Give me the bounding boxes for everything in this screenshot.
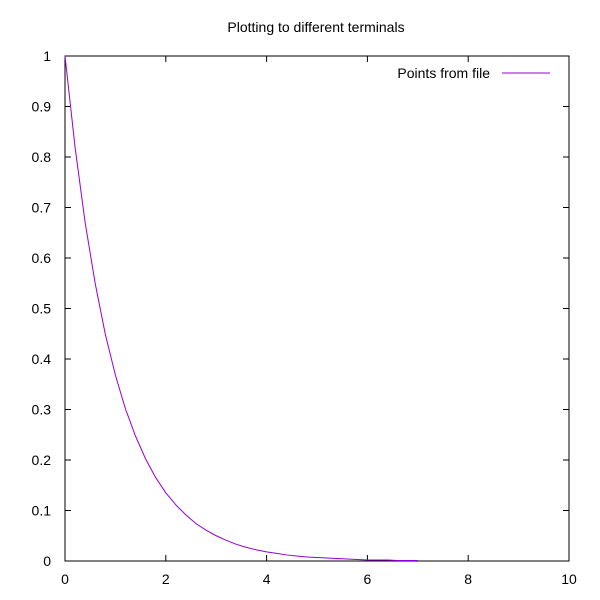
y-tick-label: 0.1 bbox=[32, 503, 52, 519]
y-tick-label: 0.2 bbox=[32, 452, 52, 468]
legend-label: Points from file bbox=[397, 65, 490, 81]
x-tick-label: 2 bbox=[162, 571, 170, 587]
ticks-layer: 0 2 4 6 8 10 0 0.1 0.2 0.3 0.4 0.5 0.6 0.7 0.8 0.9 1 bbox=[32, 48, 577, 587]
x-tick-label: 4 bbox=[263, 571, 271, 587]
x-tick-label: 10 bbox=[561, 571, 577, 587]
plot-frame bbox=[64, 55, 570, 562]
x-tick-label: 6 bbox=[364, 571, 372, 587]
y-tick-label: 0.4 bbox=[32, 351, 52, 367]
y-tick-label: 0.3 bbox=[32, 402, 52, 418]
series-line bbox=[64, 55, 418, 561]
y-tick-label: 0.6 bbox=[32, 250, 52, 266]
y-tick-label: 1 bbox=[43, 48, 51, 64]
legend: Points from file bbox=[397, 65, 550, 81]
x-tick-label: 8 bbox=[464, 571, 472, 587]
x-tick-label: 0 bbox=[61, 571, 69, 587]
y-tick-label: 0.5 bbox=[32, 301, 52, 317]
y-tick-label: 0 bbox=[43, 553, 51, 569]
y-tick-label: 0.8 bbox=[32, 149, 52, 165]
chart-title: Plotting to different terminals bbox=[227, 19, 404, 35]
y-tick-label: 0.9 bbox=[32, 99, 52, 115]
series-layer bbox=[64, 55, 418, 561]
y-tick-label: 0.7 bbox=[32, 200, 52, 216]
